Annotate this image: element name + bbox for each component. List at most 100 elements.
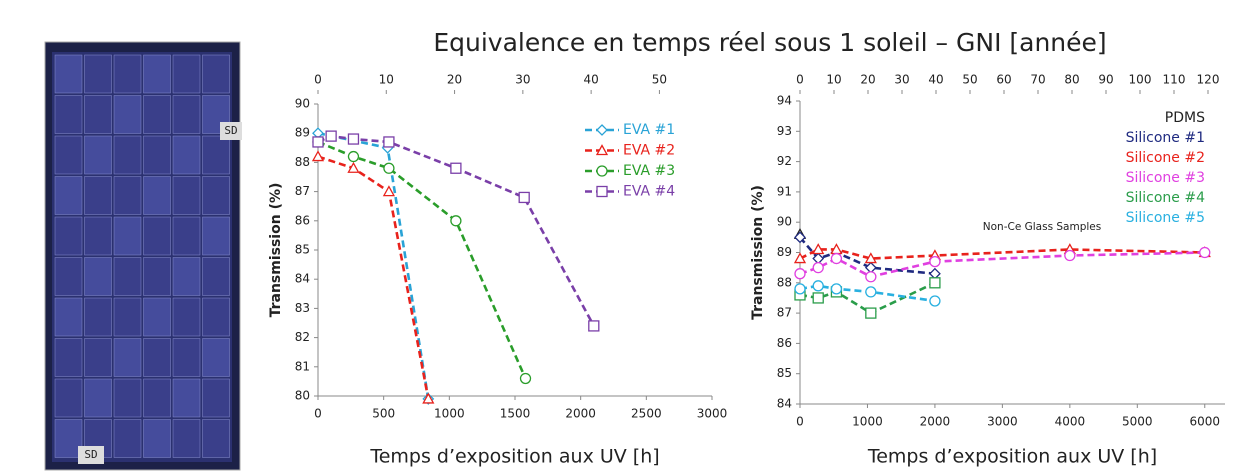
y-tick-label: 89 [777,245,792,259]
x-tick-label: 3000 [697,407,728,421]
legend-label: EVA #3 [623,163,675,179]
y-tick-label: 91 [777,184,792,198]
marker [422,392,435,404]
cell [172,54,201,94]
cell [113,216,142,256]
cell-grid [54,54,230,458]
x2-tick-label: 70 [1030,73,1045,87]
x2-tick-label: 50 [962,73,977,87]
y-tick-label: 84 [777,397,792,411]
cell [202,135,230,175]
cell [54,257,83,296]
cell [172,135,201,175]
cell [84,95,112,134]
cell [84,338,112,377]
marker [347,150,360,163]
x2-tick-label: 20 [860,73,875,87]
x-tick-label: 1000 [852,415,883,429]
x2-tick-label: 110 [1163,73,1186,87]
x2-tick-label: 40 [583,73,598,87]
y-tick-label: 90 [295,97,310,111]
marker [588,320,600,332]
cell [54,338,83,377]
x-tick-label: 4000 [1055,415,1086,429]
cell [54,135,83,175]
cell [202,419,230,458]
cell [54,419,83,458]
y-tick-label: 84 [295,272,310,286]
marker [929,295,941,307]
x2-tick-label: 90 [1098,73,1113,87]
annotation: Non-Ce Glass Samples [983,221,1101,233]
cell [202,257,230,296]
y-tick-label: 80 [295,389,310,403]
x2-tick-label: 80 [1064,73,1079,87]
figure-title: Equivalence en temps réel sous 1 soleil … [433,28,1106,57]
y-axis-title: Transmission (%) [268,183,284,318]
legend-label: PDMS [1165,110,1205,126]
photo-label: SD [224,124,237,137]
cell [202,378,230,418]
y-tick-label: 85 [295,243,310,257]
x2-tick-label: 30 [894,73,909,87]
marker [325,130,337,142]
cell [172,95,201,134]
x2-tick-label: 20 [447,73,462,87]
y-tick-label: 83 [295,301,310,315]
marker [1064,249,1076,262]
marker [929,277,941,289]
x-tick-label: 6000 [1189,415,1220,429]
cell [113,419,142,458]
marker [865,286,877,298]
marker [383,162,395,174]
cell [84,257,112,296]
cell [143,257,171,296]
cell [143,378,171,418]
marker [794,231,806,244]
x2-tick-label: 0 [796,73,804,87]
label-box [220,122,242,140]
x-tick-label: 2000 [920,415,951,429]
cell [202,338,230,377]
x-tick-label: 1000 [434,407,465,421]
cell [113,135,142,175]
legend-label: EVA #4 [623,184,675,200]
marker [596,165,608,177]
marker [865,271,877,283]
cell [143,54,171,94]
series-line [799,251,1205,279]
cell [143,135,171,175]
x-tick-label: 2000 [565,407,596,421]
marker [450,162,462,174]
x2-tick-label: 0 [314,73,322,87]
cell [54,297,83,337]
marker [830,283,843,295]
marker [595,144,609,156]
photo-label: SD [84,448,97,461]
y-tick-label: 93 [777,124,792,138]
legend-label: Silicone #1 [1126,130,1205,146]
x-axis-title: Temps d’exposition aux UV [h] [867,446,1157,468]
cell [202,176,230,215]
cell [202,216,230,256]
y-tick-label: 81 [295,359,310,373]
x2-tick-label: 100 [1129,73,1152,87]
y-tick-label: 88 [295,155,310,169]
y-tick-label: 90 [777,215,792,229]
marker [793,252,807,264]
series-line [317,140,527,380]
marker [794,268,806,280]
cell [84,297,112,337]
marker [450,215,462,227]
legend-label: Silicone #5 [1126,210,1205,226]
cell [84,176,112,215]
cell [143,176,171,215]
marker [929,255,941,268]
cell [54,54,83,94]
cell [113,297,142,337]
x-tick-label: 0 [314,407,322,421]
x-tick-label: 1500 [500,407,531,421]
marker [383,136,395,148]
marker [518,191,530,204]
